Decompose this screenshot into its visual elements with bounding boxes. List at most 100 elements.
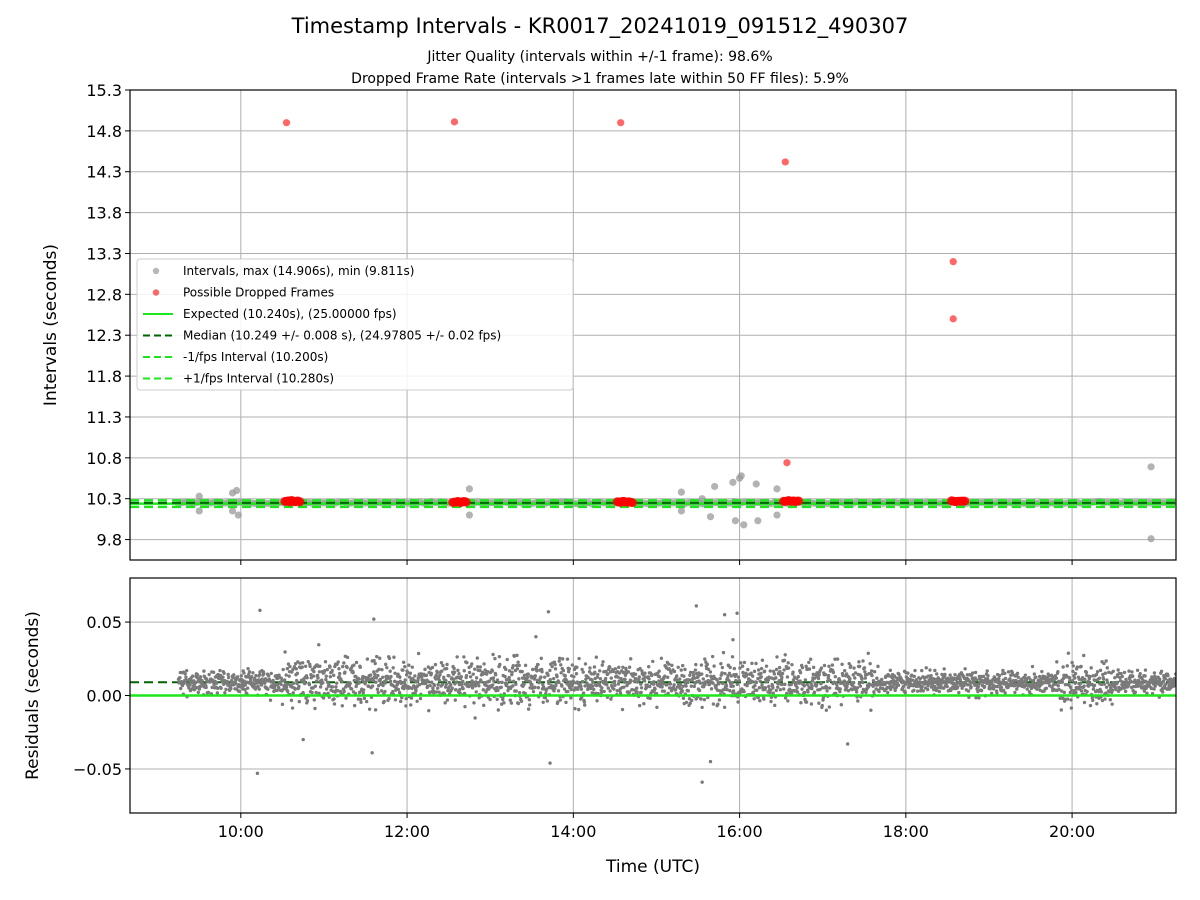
interval-point [706, 513, 715, 521]
residual-point [1113, 676, 1117, 680]
residual-point [413, 674, 417, 678]
residual-point [330, 685, 335, 689]
residual-point [606, 672, 610, 676]
residual-point [795, 690, 800, 694]
residual-point [755, 688, 759, 692]
residual-point [1094, 672, 1099, 677]
residual-point [543, 696, 548, 700]
residual-point [211, 670, 216, 675]
residual-point [597, 669, 602, 673]
residual-point [449, 683, 453, 687]
residual-point [325, 667, 330, 672]
residual-point [596, 672, 600, 677]
residual-point [953, 672, 957, 677]
interval-point [731, 517, 740, 525]
residual-point [467, 670, 472, 675]
residual-point [430, 665, 435, 670]
residual-point [306, 659, 310, 664]
residual-point [582, 700, 587, 704]
residual-point [841, 673, 845, 678]
residual-point [639, 682, 643, 686]
residual-point [477, 696, 481, 700]
residual-point [533, 674, 538, 678]
residual-point [460, 682, 464, 687]
residual-point [367, 707, 372, 711]
residual-point [1063, 697, 1067, 702]
residual-point [383, 681, 388, 685]
residual-point [870, 673, 874, 678]
residual-point [1107, 670, 1111, 675]
legend: Intervals, max (14.906s), min (9.811s) Po… [136, 258, 574, 391]
residual-point [301, 737, 305, 742]
residual-point [242, 671, 246, 675]
residual-point [1069, 706, 1074, 710]
residual-point [746, 667, 750, 672]
residual-point [786, 666, 791, 670]
residual-point [768, 688, 773, 692]
residual-point [819, 666, 824, 670]
residual-point [254, 673, 258, 678]
residual-point [1063, 682, 1068, 687]
xtick-label: 16:00 [717, 822, 763, 841]
residual-point [579, 687, 584, 692]
residual-point [332, 673, 336, 678]
residual-point [796, 675, 801, 679]
residual-point [443, 685, 448, 689]
residual-point [309, 672, 313, 677]
residual-point [392, 655, 396, 659]
residual-point [785, 675, 790, 679]
residual-point [291, 691, 296, 695]
residual-point [590, 684, 595, 688]
residual-point [318, 664, 322, 668]
residual-point [612, 679, 617, 684]
residual-point [864, 690, 868, 695]
residual-point [1035, 687, 1039, 691]
residual-point [496, 708, 500, 712]
residual-point [1085, 689, 1089, 694]
residual-point [1003, 676, 1008, 681]
residual-point [1054, 676, 1059, 680]
residual-point [657, 669, 661, 673]
residual-point [1160, 690, 1165, 694]
dropped-frame-point [627, 498, 637, 508]
residual-point [756, 668, 761, 672]
residual-point [665, 683, 669, 687]
residual-point [667, 686, 672, 690]
residual-point [809, 702, 814, 706]
residual-point [197, 687, 202, 691]
residual-point [533, 685, 537, 690]
residual-point [798, 671, 803, 675]
residual-point [541, 682, 545, 687]
residual-point [611, 669, 615, 674]
residual-point [266, 687, 270, 691]
residual-point [1031, 681, 1035, 686]
residual-point [1077, 677, 1081, 681]
residual-point [1056, 670, 1060, 674]
residual-point [504, 667, 508, 672]
residual-point [441, 663, 445, 668]
residual-point [1119, 671, 1123, 676]
residual-point [216, 686, 220, 691]
residual-point [548, 761, 552, 765]
residual-point [409, 703, 413, 707]
residual-point [663, 674, 667, 678]
residual-point [601, 660, 605, 664]
residual-point [433, 662, 438, 667]
residual-point [719, 662, 723, 666]
residual-point [443, 701, 447, 705]
xtick-label: 14:00 [550, 822, 596, 841]
residual-point [997, 679, 1001, 684]
residual-point [920, 685, 924, 689]
residual-point [815, 671, 819, 675]
residual-point [811, 672, 815, 677]
residual-point [853, 676, 857, 680]
residual-point [429, 671, 434, 676]
residual-point [320, 678, 324, 682]
residual-point [300, 661, 305, 665]
residual-point [608, 665, 612, 670]
residual-point [499, 685, 503, 690]
residual-point [1138, 672, 1142, 676]
residual-point [475, 656, 480, 660]
residual-point [990, 691, 994, 696]
residual-point [647, 677, 651, 681]
